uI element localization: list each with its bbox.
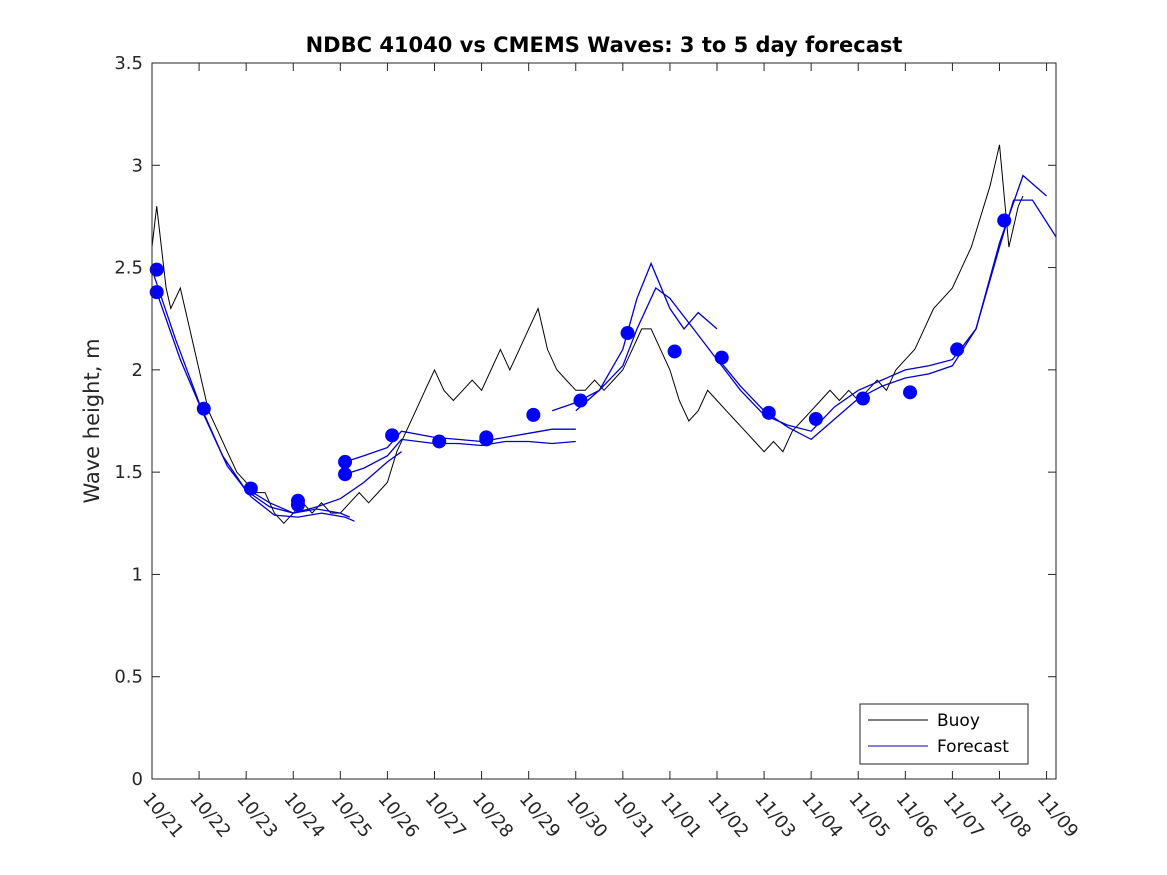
- chart: NDBC 41040 vs CMEMS Waves: 3 to 5 day fo…: [0, 0, 1167, 875]
- legend-forecast-label: Forecast: [937, 737, 1009, 757]
- y-tick-label: 2.5: [114, 258, 143, 279]
- y-axis-label: Wave height, m: [80, 338, 104, 503]
- y-tick-label: 1.5: [114, 462, 143, 483]
- y-tick-label: 0.5: [114, 667, 143, 688]
- forecast-marker: [762, 406, 776, 420]
- y-tick-label: 0: [132, 769, 143, 790]
- forecast-marker: [715, 351, 729, 365]
- forecast-marker: [479, 432, 493, 446]
- y-tick-label: 2: [132, 360, 143, 381]
- forecast-marker: [244, 482, 258, 496]
- forecast-marker: [621, 326, 635, 340]
- forecast-marker: [997, 214, 1011, 228]
- forecast-marker: [668, 344, 682, 358]
- forecast-marker: [809, 412, 823, 426]
- y-tick-label: 3.5: [114, 53, 143, 74]
- legend-buoy-label: Buoy: [937, 711, 980, 731]
- forecast-marker: [197, 402, 211, 416]
- forecast-marker: [903, 385, 917, 399]
- forecast-marker: [856, 391, 870, 405]
- forecast-marker: [385, 428, 399, 442]
- forecast-marker: [573, 394, 587, 408]
- forecast-marker: [338, 455, 352, 469]
- plot-area: [152, 63, 1056, 779]
- y-tick-label: 1: [132, 564, 143, 585]
- legend: Buoy Forecast: [860, 704, 1028, 764]
- forecast-marker: [338, 467, 352, 481]
- forecast-marker: [526, 408, 540, 422]
- forecast-marker: [950, 342, 964, 356]
- chart-title: NDBC 41040 vs CMEMS Waves: 3 to 5 day fo…: [306, 33, 903, 57]
- forecast-marker: [432, 434, 446, 448]
- forecast-marker: [291, 498, 305, 512]
- y-tick-label: 3: [132, 155, 143, 176]
